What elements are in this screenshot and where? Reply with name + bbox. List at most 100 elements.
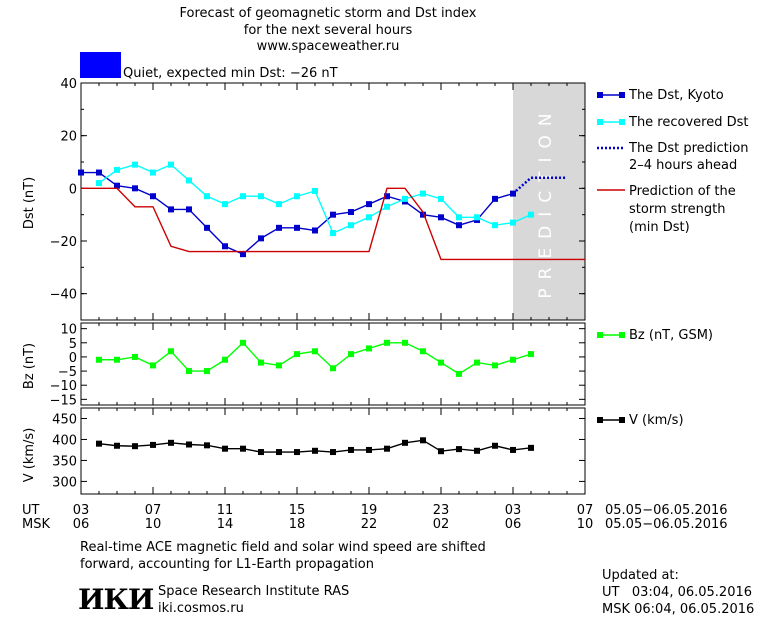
legend-storm-strength-label-3: (min Dst): [629, 220, 690, 235]
chart-title-line2: for the next several hours: [244, 23, 413, 38]
y-tick-label: 0: [69, 182, 77, 197]
data-point-v-km-s: [312, 447, 318, 454]
status-text: Quiet, expected min Dst: −26 nT: [123, 66, 338, 81]
data-point-the-dst-kyoto: [114, 182, 120, 189]
series-line-bz-nt-gsm: [99, 341, 532, 375]
data-point-bz-nt-gsm: [258, 359, 264, 366]
ut-tick-label: 23: [433, 503, 450, 518]
data-point-bz-nt-gsm: [276, 362, 282, 369]
data-point-the-recovered-dst: [510, 219, 516, 226]
y-tick-label: 20: [60, 130, 77, 145]
data-point-bz-nt-gsm: [330, 365, 336, 372]
dst-panel: PREDICTION 40 20 0 −20 −40: [50, 77, 586, 321]
y-tick-label: −20: [50, 235, 77, 250]
data-point-the-dst-kyoto: [240, 251, 246, 258]
data-point-v-km-s: [168, 439, 174, 446]
data-point-the-recovered-dst: [312, 187, 318, 194]
series-line-the-dst-prediction: [512, 176, 567, 195]
data-point-the-recovered-dst: [222, 201, 228, 208]
data-point-bz-nt-gsm: [348, 351, 354, 358]
y-tick-label: −40: [50, 288, 77, 303]
legend-speed-label: V (km/s): [629, 413, 684, 428]
ut-tick-label: 15: [289, 503, 306, 518]
ut-date-range: 05.05−06.05.2016: [605, 503, 728, 518]
data-point-v-km-s: [150, 441, 156, 448]
ace-note-line2: forward, accounting for L1-Earth propaga…: [80, 557, 374, 572]
data-point-v-km-s: [384, 445, 390, 452]
data-point-bz-nt-gsm: [240, 339, 246, 346]
data-point-bz-nt-gsm: [402, 339, 408, 346]
data-point-bz-nt-gsm: [114, 356, 120, 363]
institute-site[interactable]: iki.cosmos.ru: [158, 601, 244, 616]
panel-frame: [80, 322, 586, 406]
data-point-v-km-s: [438, 448, 444, 455]
data-point-the-dst-kyoto: [294, 224, 300, 231]
data-point-the-dst-kyoto: [384, 193, 390, 200]
chart-url: www.spaceweather.ru: [257, 39, 400, 54]
data-point-the-dst-kyoto: [348, 209, 354, 216]
series-line-prediction-of-the: [81, 187, 585, 261]
y-tick-label: 400: [52, 433, 77, 448]
panel-frame: [80, 82, 586, 321]
legend-storm-strength: Prediction of the storm strength (min Ds…: [597, 184, 736, 235]
prediction-shade: [513, 83, 585, 320]
y-tick-label: −15: [50, 393, 77, 408]
msk-tick-label: 06: [73, 517, 90, 532]
status-color-box: [80, 52, 121, 78]
legend-dst-prediction-label-2: 2–4 hours ahead: [629, 158, 737, 173]
legend-storm-strength-label-1: Prediction of the: [629, 184, 736, 199]
msk-tick-label: 06: [505, 517, 522, 532]
data-point-the-recovered-dst: [294, 193, 300, 200]
data-point-v-km-s: [420, 437, 426, 444]
data-point-the-recovered-dst: [384, 203, 390, 210]
msk-axis-label: MSK: [22, 517, 50, 532]
data-point-the-recovered-dst: [168, 161, 174, 168]
data-point-the-dst-kyoto: [366, 201, 372, 208]
chart-title-line1: Forecast of geomagnetic storm and Dst in…: [179, 6, 476, 21]
data-point-v-km-s: [258, 449, 264, 456]
data-point-the-recovered-dst: [456, 214, 462, 221]
data-point-bz-nt-gsm: [384, 339, 390, 346]
data-point-the-dst-kyoto: [96, 169, 102, 176]
data-point-bz-nt-gsm: [150, 362, 156, 369]
legend-dst-prediction-label-1: The Dst prediction: [628, 141, 749, 156]
data-point-v-km-s: [456, 446, 462, 453]
msk-tick-label: 14: [217, 517, 234, 532]
series-line-the-dst-kyoto: [81, 171, 514, 255]
legend-speed: V (km/s): [597, 413, 684, 428]
data-point-the-recovered-dst: [438, 195, 444, 202]
data-point-bz-nt-gsm: [132, 353, 138, 360]
legend-dst-prediction: The Dst prediction 2–4 hours ahead: [597, 141, 749, 173]
speed-ylabel: V (km/s): [22, 428, 37, 483]
legend-bz: Bz (nT, GSM): [597, 328, 713, 343]
data-point-the-dst-kyoto: [438, 214, 444, 221]
data-point-the-recovered-dst: [348, 222, 354, 229]
legend-dst-kyoto-label: The Dst, Kyoto: [628, 88, 724, 103]
data-point-the-recovered-dst: [150, 169, 156, 176]
updated-label: Updated at:: [602, 568, 679, 583]
msk-tick-label: 18: [289, 517, 306, 532]
speed-panel: 450 400 350 300: [52, 407, 586, 495]
y-tick-label: 450: [52, 412, 77, 427]
data-point-the-recovered-dst: [330, 230, 336, 237]
y-tick-label: −10: [50, 379, 77, 394]
data-point-the-recovered-dst: [204, 193, 210, 200]
data-point-v-km-s: [510, 446, 516, 453]
y-tick-label: 0: [69, 351, 77, 366]
data-point-the-recovered-dst: [366, 214, 372, 221]
data-point-the-recovered-dst: [258, 193, 264, 200]
data-point-bz-nt-gsm: [186, 368, 192, 375]
data-point-the-dst-kyoto: [312, 227, 318, 234]
data-point-the-recovered-dst: [402, 195, 408, 202]
data-point-the-dst-kyoto: [456, 222, 462, 229]
data-point-the-dst-kyoto: [204, 224, 210, 231]
data-point-v-km-s: [528, 444, 534, 451]
ut-tick-label: 03: [505, 503, 522, 518]
data-point-bz-nt-gsm: [510, 356, 516, 363]
data-point-v-km-s: [132, 443, 138, 450]
data-point-the-recovered-dst: [186, 177, 192, 184]
bz-ylabel: Bz (nT): [22, 343, 37, 389]
ut-tick-label: 19: [361, 503, 378, 518]
